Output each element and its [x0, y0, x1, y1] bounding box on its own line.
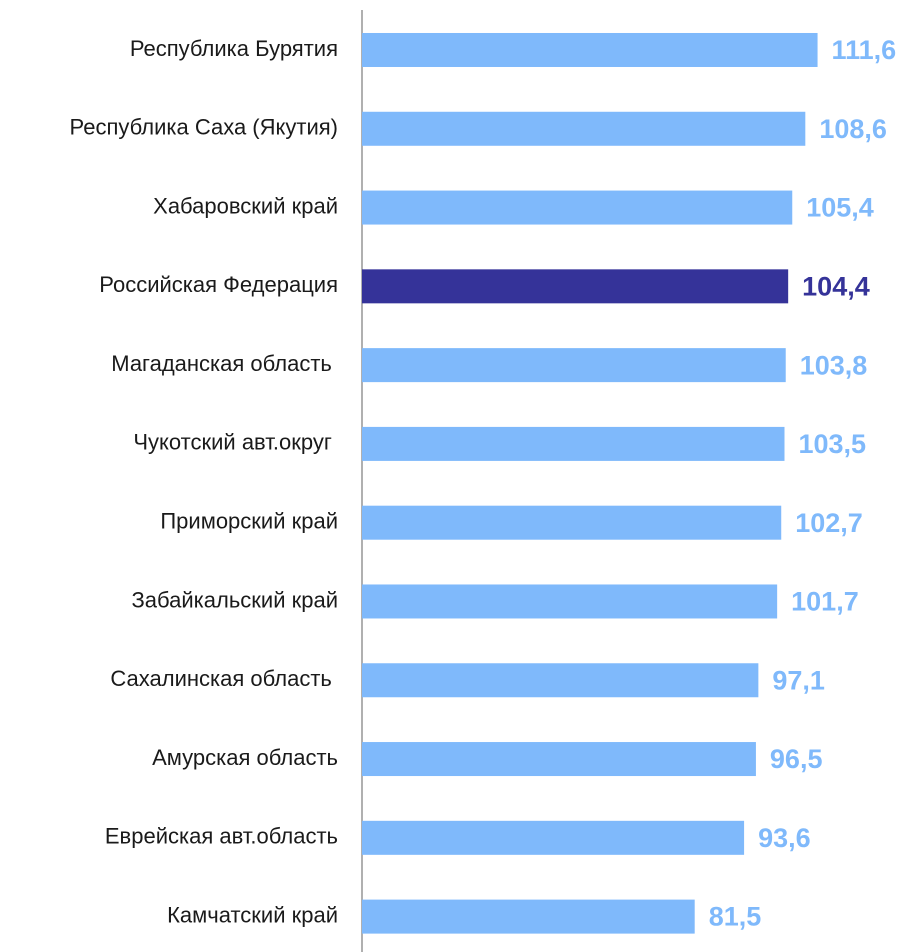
category-label: Сахалинская область	[110, 666, 338, 691]
bar	[362, 348, 786, 383]
value-label: 97,1	[772, 665, 825, 695]
value-label: 111,6	[832, 35, 897, 65]
category-label: Чукотский авт.округ	[133, 430, 338, 455]
bar	[362, 32, 818, 67]
value-label: 93,6	[758, 823, 811, 853]
category-label: Республика Саха (Якутия)	[70, 115, 338, 140]
category-label: Амурская область	[152, 745, 338, 770]
category-label: Приморский край	[160, 509, 338, 534]
bar	[362, 899, 695, 934]
bar	[362, 663, 759, 698]
bar	[362, 584, 778, 619]
value-label: 81,5	[709, 902, 762, 932]
bar	[362, 820, 745, 855]
value-label: 101,7	[791, 587, 859, 617]
value-label: 104,4	[802, 271, 870, 301]
value-label: 108,6	[819, 114, 887, 144]
category-label: Хабаровский край	[153, 193, 338, 218]
category-label: Камчатский край	[167, 902, 338, 927]
category-label: Российская Федерация	[99, 272, 338, 297]
category-label: Еврейская авт.область	[105, 824, 338, 849]
bar	[362, 426, 785, 461]
value-label: 96,5	[770, 744, 823, 774]
bar	[362, 269, 789, 304]
value-label: 105,4	[806, 193, 874, 223]
category-label: Магаданская область	[111, 351, 338, 376]
category-label: Забайкальский край	[132, 587, 339, 612]
bar	[362, 190, 793, 225]
bar	[362, 111, 806, 146]
value-label: 103,8	[800, 350, 868, 380]
category-label: Республика Бурятия	[130, 36, 338, 61]
bar	[362, 505, 782, 540]
bar	[362, 742, 756, 777]
value-label: 102,7	[795, 508, 863, 538]
value-label: 103,5	[798, 429, 866, 459]
